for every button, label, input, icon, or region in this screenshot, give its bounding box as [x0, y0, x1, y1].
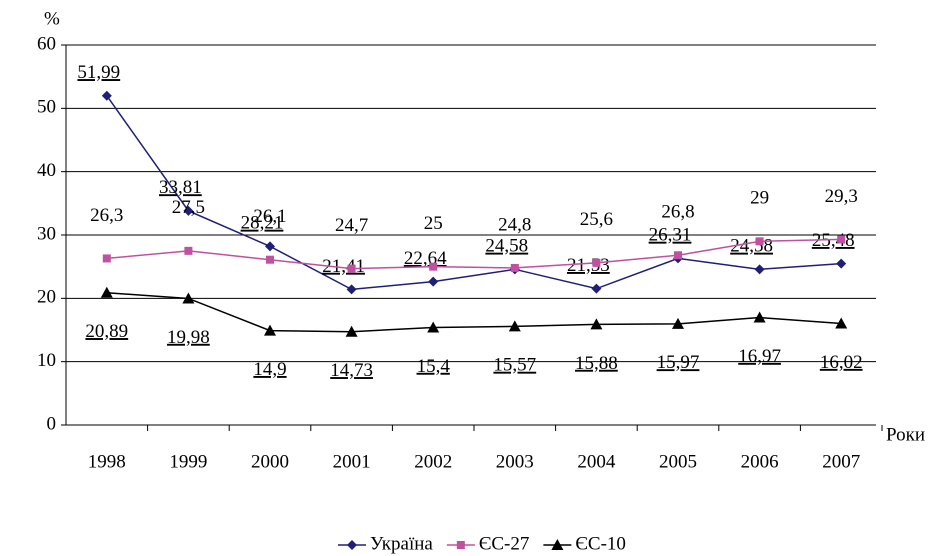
data-point [100, 286, 113, 298]
data-point [345, 325, 358, 337]
legend-label: Україна [370, 533, 433, 554]
x-tick-label: 2004 [577, 451, 616, 472]
legend-label: ЄС-10 [575, 533, 626, 554]
data-label: 19,98 [167, 327, 210, 348]
x-tick-label: 2001 [333, 451, 371, 472]
y-tick-label: 20 [37, 287, 56, 308]
data-point [591, 283, 602, 294]
data-point [347, 264, 356, 273]
data-point [755, 237, 764, 246]
x-tick-label: 2003 [496, 451, 534, 472]
data-point [264, 324, 276, 336]
data-label: 29 [750, 188, 769, 209]
data-label: 27,5 [172, 197, 205, 218]
data-point [754, 264, 765, 275]
data-label: 15,4 [417, 356, 451, 377]
data-label: 16,02 [820, 352, 863, 373]
data-label: 15,97 [657, 352, 700, 373]
data-point [590, 318, 603, 330]
data-label: 24,8 [498, 214, 531, 235]
data-label: 16,97 [738, 346, 781, 367]
data-label: 24,58 [730, 236, 773, 257]
data-point [836, 258, 847, 269]
x-tick-label: 2000 [251, 451, 289, 472]
data-label: 26,3 [90, 205, 123, 226]
data-label: 15,57 [493, 355, 536, 376]
data-point [835, 317, 848, 329]
data-point [672, 317, 684, 329]
data-label: 22,64 [404, 248, 447, 269]
data-label: 20,89 [85, 321, 128, 342]
x-tick-label: 2002 [414, 451, 452, 472]
data-point [182, 292, 195, 304]
data-label: 25,6 [580, 209, 613, 230]
data-label: 26,8 [661, 202, 694, 223]
data-point [265, 241, 275, 252]
data-point [346, 284, 357, 295]
x-axis-label: Роки [886, 424, 925, 445]
y-tick-label: 40 [37, 160, 56, 181]
y-tick-label: 60 [37, 33, 56, 54]
data-point [674, 251, 682, 260]
x-tick-label: 1999 [169, 451, 207, 472]
y-tick-label: 50 [37, 97, 56, 118]
y-tick-label: 10 [37, 350, 56, 371]
data-label: 24,58 [485, 236, 528, 257]
x-tick-label: 1998 [88, 451, 126, 472]
data-point [592, 258, 601, 267]
data-point [837, 235, 846, 244]
data-label: 28,21 [241, 213, 284, 234]
data-point [427, 321, 440, 333]
data-label: 33,81 [159, 177, 202, 198]
x-tick-label: 2007 [822, 451, 860, 472]
data-label: 26,31 [649, 225, 692, 246]
data-label: 25 [424, 213, 443, 234]
data-label: 15,88 [575, 353, 618, 374]
data-point [102, 254, 111, 263]
data-label: 51,99 [77, 62, 120, 83]
series-line [106, 95, 842, 291]
series-line [106, 291, 842, 333]
legend-marker [551, 539, 564, 550]
legend-marker [347, 540, 357, 550]
y-tick-label: 0 [47, 413, 57, 434]
data-point [101, 90, 112, 101]
data-label: 26,1 [253, 206, 286, 227]
legend-label: ЄС-27 [479, 533, 530, 554]
data-label: 21,53 [567, 255, 610, 276]
data-point [753, 311, 766, 323]
x-tick-label: 2005 [659, 451, 697, 472]
data-point [510, 263, 519, 272]
y-axis-label: % [44, 8, 60, 29]
data-point [429, 262, 438, 271]
data-label: 14,73 [330, 360, 373, 381]
data-point [508, 320, 521, 332]
data-label: 14,9 [253, 359, 286, 380]
data-point [428, 276, 439, 287]
data-point [266, 255, 274, 264]
series-line [106, 238, 842, 270]
legend-marker [456, 541, 465, 549]
y-tick-label: 30 [37, 223, 56, 244]
x-tick-label: 2006 [741, 451, 779, 472]
data-point [184, 246, 193, 255]
data-point [183, 205, 194, 216]
data-label: 25,48 [812, 230, 855, 251]
data-label: 29,3 [825, 186, 858, 207]
data-label: 24,7 [335, 215, 368, 236]
